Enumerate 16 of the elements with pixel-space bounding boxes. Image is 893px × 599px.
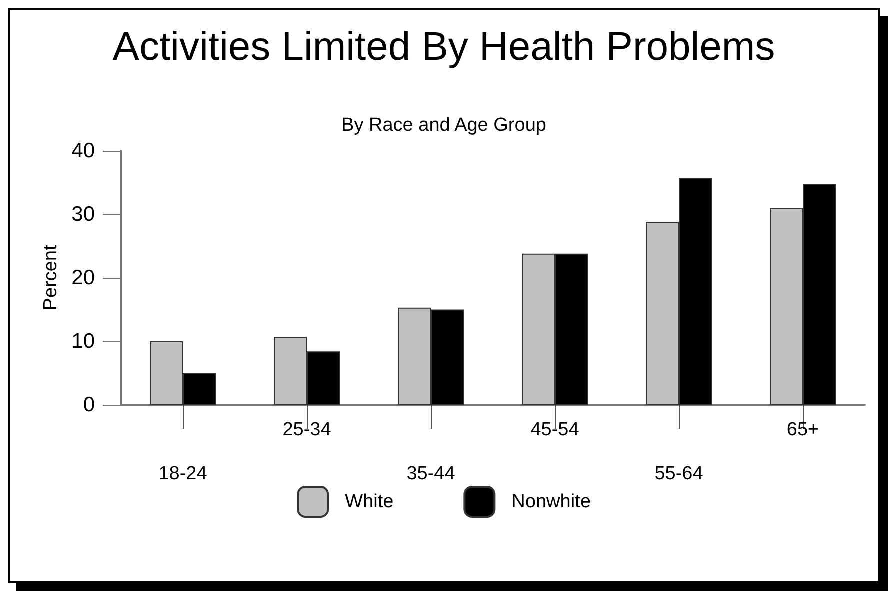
y-tick-label: 0 bbox=[83, 394, 95, 416]
x-tick-label: 18-24 bbox=[158, 464, 208, 484]
legend-label: Nonwhite bbox=[512, 492, 591, 512]
x-tick-label: 45-54 bbox=[530, 420, 580, 440]
y-tick-label: 10 bbox=[72, 330, 95, 353]
chart-title: Activities Limited By Health Problems bbox=[112, 25, 776, 69]
x-tick-label: 55-64 bbox=[654, 464, 704, 484]
legend-label: White bbox=[345, 492, 394, 512]
y-axis-title: Percent bbox=[40, 244, 62, 311]
y-tick-label: 20 bbox=[72, 266, 95, 290]
chart-subtitle: By Race and Age Group bbox=[342, 115, 546, 136]
y-tick-label: 40 bbox=[72, 140, 95, 162]
x-tick-label: 35-44 bbox=[406, 464, 456, 484]
x-tick-label: 25-34 bbox=[282, 420, 332, 440]
y-tick-label: 30 bbox=[72, 203, 95, 226]
x-tick-label: 65+ bbox=[786, 420, 820, 440]
